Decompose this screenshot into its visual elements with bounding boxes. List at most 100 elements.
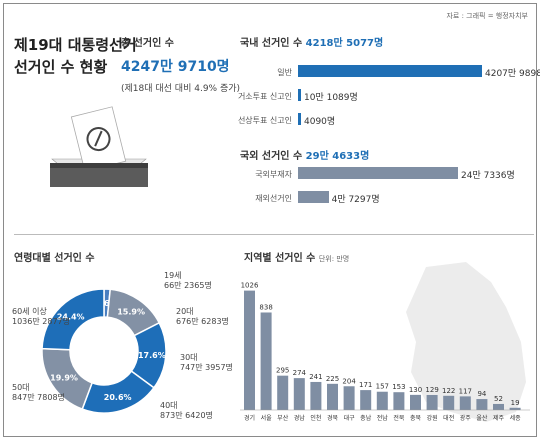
region-bar-value: 129 — [425, 386, 438, 394]
region-bar-value: 52 — [494, 395, 503, 403]
region-bar — [376, 391, 388, 410]
region-bar-category: 제주 — [493, 414, 505, 422]
domestic-bar-label: 거소투표 신고인 — [237, 92, 292, 101]
overseas-voters-title: 국외 선거인 수 29만 4633명 — [240, 147, 369, 162]
donut-label-name: 40대 — [160, 401, 178, 410]
donut-label-value: 1036만 2877명 — [12, 316, 70, 326]
donut-slice-percent: 20.6% — [104, 393, 132, 402]
donut-label-value: 847만 7808명 — [12, 392, 65, 402]
region-bar-category: 전북 — [393, 414, 405, 422]
region-bar-category: 경북 — [327, 415, 339, 422]
region-bar-chart: 1026 경기 838 서울 295 부산 274 경남 241 인천 225 경북 204 대구 171 충… — [240, 262, 530, 422]
donut-label-name: 19세 — [164, 271, 182, 280]
donut-slice-percent: 19.9% — [50, 374, 78, 383]
region-bar-category: 세종 — [510, 414, 522, 422]
donut-label-value: 676만 6283명 — [176, 316, 229, 326]
region-bar-value: 19 — [511, 399, 520, 407]
region-bar-value: 204 — [342, 377, 356, 385]
region-bar — [310, 381, 322, 410]
region-bar — [327, 383, 338, 410]
region-bar-category: 서울 — [261, 414, 273, 422]
total-voters-note: (제18대 대선 대비 4.9% 증가) — [121, 84, 241, 94]
region-bar — [293, 378, 305, 410]
age-chart-title: 연령대별 선거인 수 — [14, 253, 95, 264]
region-bar-value: 838 — [259, 303, 272, 311]
region-bar — [426, 394, 438, 410]
region-bar — [393, 392, 405, 410]
infographic-frame: 자료 : 그래픽 = 행정자치부 제19대 대통령선거 선거인 수 현황 총 선… — [3, 3, 540, 437]
overseas-bar-value: 4만 7297명 — [331, 195, 380, 205]
donut-label-name: 60세 이상 — [12, 306, 47, 316]
donut-slice-percent: 1.6% — [95, 299, 117, 308]
region-bar-category: 인천 — [310, 414, 321, 422]
region-bar-value: 274 — [293, 369, 307, 377]
region-bar-category: 광주 — [460, 415, 472, 422]
region-bar — [509, 407, 521, 410]
donut-slice — [41, 288, 105, 351]
region-bar — [493, 403, 504, 410]
donut-label-name: 50대 — [12, 383, 30, 392]
region-bar-category: 경기 — [244, 414, 255, 422]
region-bar-category: 강원 — [427, 414, 438, 422]
region-bar-category: 대구 — [344, 414, 356, 422]
ballot-box-icon — [44, 99, 154, 199]
total-voters-value: 4247만 9710명 — [121, 59, 230, 75]
domestic-voters-title: 국내 선거인 수 4218만 5077명 — [240, 34, 383, 49]
region-bar-value: 117 — [459, 387, 472, 395]
region-bar-value: 94 — [477, 390, 486, 398]
region-bar — [443, 395, 455, 410]
source-note: 자료 : 그래픽 = 행정자치부 — [446, 12, 528, 20]
region-bar-value: 130 — [409, 386, 422, 394]
region-bar — [260, 312, 272, 410]
region-bar — [277, 375, 289, 410]
donut-label-value: 66만 2365명 — [164, 280, 212, 290]
section-divider — [14, 234, 534, 235]
title-line-2: 선거인 수 현황 — [14, 58, 108, 76]
region-chart-title-text: 지역별 선거인 수 — [244, 253, 316, 264]
region-bar-value: 153 — [392, 383, 405, 391]
region-bar-value: 295 — [276, 367, 289, 375]
domestic-bar — [298, 89, 301, 101]
donut-slice-percent: 15.9% — [117, 307, 145, 316]
region-bar-category: 부산 — [277, 414, 289, 422]
region-bar-category: 대전 — [443, 414, 454, 422]
overseas-bar-label: 국외부재자 — [255, 170, 292, 179]
region-bar — [459, 396, 471, 410]
domestic-voters-label: 국내 선거인 수 — [240, 38, 303, 49]
title-line-1: 제19대 대통령선거 — [14, 36, 137, 54]
domestic-bar-value: 4090명 — [304, 117, 336, 127]
korea-map-backdrop — [406, 262, 526, 422]
total-voters-label: 총 선거인 수 — [121, 38, 174, 49]
domestic-bar-label: 일반 — [277, 68, 292, 77]
donut-label-name: 20대 — [176, 307, 194, 316]
region-bar-value: 157 — [376, 383, 389, 391]
donut-label-name: 30대 — [180, 353, 198, 362]
domestic-bar — [298, 113, 301, 125]
region-bar — [476, 399, 488, 410]
donut-label-value: 873만 6420명 — [160, 410, 213, 420]
region-bar-value: 1026 — [241, 282, 259, 290]
region-bar — [410, 394, 421, 410]
region-bar — [360, 390, 372, 410]
domestic-bar — [298, 65, 482, 77]
region-bar-value: 122 — [442, 387, 455, 395]
overseas-bar-value: 24만 7336명 — [461, 171, 515, 181]
region-bar-value: 241 — [309, 373, 322, 381]
donut-slice-percent: 24.4% — [57, 312, 85, 321]
domestic-voters-value: 4218만 5077명 — [305, 38, 384, 49]
region-bar-category: 울산 — [476, 414, 488, 422]
domestic-bar-value: 10만 1089명 — [304, 93, 358, 103]
region-bar-category: 충북 — [410, 414, 422, 422]
region-bar — [343, 386, 355, 410]
region-bar-value: 171 — [359, 381, 372, 389]
overseas-voters-value: 29만 4633명 — [305, 151, 370, 162]
region-bar-value: 225 — [326, 375, 339, 383]
domestic-bar-value: 4207만 9898명 — [485, 69, 540, 79]
region-bar-category: 충남 — [360, 414, 372, 422]
page-title: 제19대 대통령선거 선거인 수 현황 — [14, 34, 137, 78]
overseas-voters-label: 국외 선거인 수 — [240, 151, 303, 162]
region-bar — [244, 290, 255, 410]
overseas-bar — [298, 167, 458, 179]
overseas-bar — [298, 191, 329, 203]
